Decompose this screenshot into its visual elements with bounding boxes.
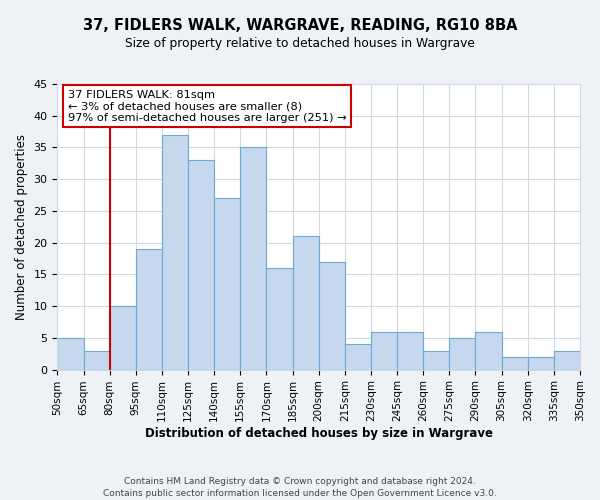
Bar [136, 249, 162, 370]
Bar [241, 148, 266, 370]
Y-axis label: Number of detached properties: Number of detached properties [15, 134, 28, 320]
Bar [58, 338, 83, 370]
Bar [188, 160, 214, 370]
Bar [110, 306, 136, 370]
Bar [293, 236, 319, 370]
Text: Contains HM Land Registry data © Crown copyright and database right 2024.: Contains HM Land Registry data © Crown c… [124, 478, 476, 486]
Bar [554, 350, 580, 370]
Bar [214, 198, 241, 370]
Text: 37 FIDLERS WALK: 81sqm
← 3% of detached houses are smaller (8)
97% of semi-detac: 37 FIDLERS WALK: 81sqm ← 3% of detached … [68, 90, 346, 123]
Text: Contains public sector information licensed under the Open Government Licence v3: Contains public sector information licen… [103, 489, 497, 498]
Bar [397, 332, 423, 370]
Text: Size of property relative to detached houses in Wargrave: Size of property relative to detached ho… [125, 38, 475, 51]
Bar [502, 357, 528, 370]
Bar [528, 357, 554, 370]
Bar [475, 332, 502, 370]
Bar [345, 344, 371, 370]
Bar [449, 338, 475, 370]
Bar [83, 350, 110, 370]
Bar [162, 135, 188, 370]
Text: 37, FIDLERS WALK, WARGRAVE, READING, RG10 8BA: 37, FIDLERS WALK, WARGRAVE, READING, RG1… [83, 18, 517, 32]
X-axis label: Distribution of detached houses by size in Wargrave: Distribution of detached houses by size … [145, 427, 493, 440]
Bar [319, 262, 345, 370]
Bar [266, 268, 293, 370]
Bar [423, 350, 449, 370]
Bar [371, 332, 397, 370]
